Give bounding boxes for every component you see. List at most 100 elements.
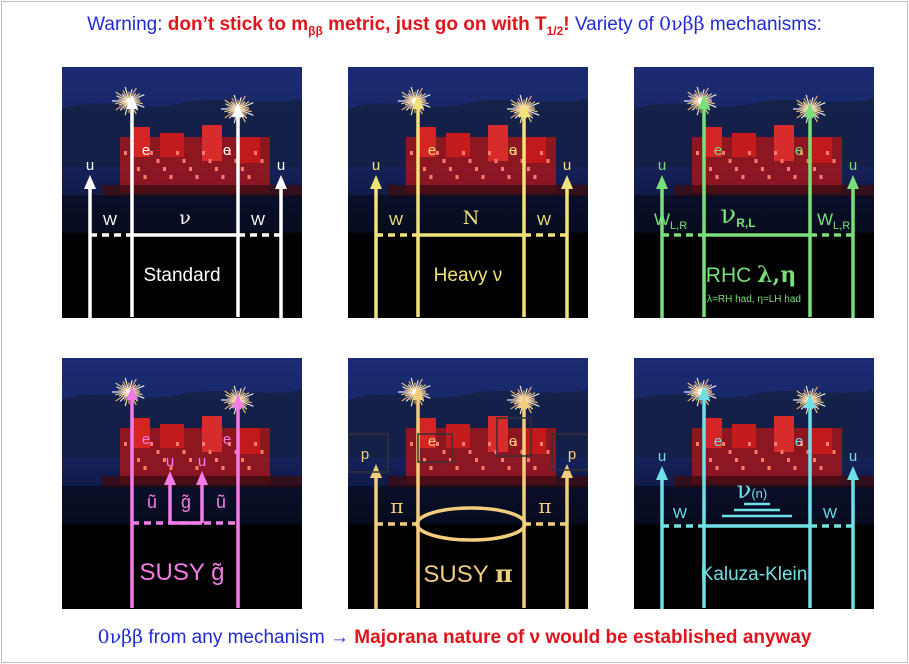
hadron-right-label: p — [568, 446, 576, 463]
pion-right-label: π — [538, 494, 551, 518]
hadron-left-line-head — [370, 464, 382, 478]
pion-left-label: π — [390, 494, 403, 518]
quark-right-label: u — [277, 157, 285, 174]
footer-text: from any mechanism → — [143, 627, 355, 648]
quark-left-label: u — [658, 448, 666, 465]
boson-right-label: W — [823, 505, 838, 522]
castle-illumination — [674, 416, 874, 488]
quark-right-line-head — [275, 175, 287, 189]
castle-illumination — [102, 125, 302, 197]
header-red-text: don’t stick to mββ metric, just go on wi… — [167, 14, 570, 38]
castle-illumination — [388, 125, 588, 197]
boson-left-label: W — [103, 212, 118, 229]
vertex-loop — [415, 506, 527, 542]
quark-right-line-head — [196, 471, 208, 485]
lepton-left-label: e — [428, 142, 436, 159]
lepton-left-label: e — [714, 142, 722, 159]
panel-subtitle: λ=RH had, η=LH had — [707, 294, 801, 305]
lepton-right-label: e — [223, 431, 231, 448]
castle-illumination — [674, 125, 874, 197]
squark-left-label: ũ — [147, 492, 157, 512]
quark-left-line-head — [84, 175, 96, 189]
hadron-right-line-head — [561, 464, 573, 478]
header-warning-prefix: Warning: — [87, 14, 163, 35]
quark-left-label: u — [86, 157, 94, 174]
lepton-right-label: e — [223, 142, 231, 159]
quark-right-line-head — [561, 175, 573, 189]
diagram-svg: e e u u W Wν Standard — [62, 67, 302, 318]
diagram-svg: e e u u W W N Heavy ν — [348, 67, 588, 318]
lepton-right-label: e — [795, 433, 803, 450]
lepton-left-line-head — [698, 386, 710, 400]
highlight-box-4 — [551, 433, 588, 471]
lepton-left-label: e — [142, 142, 150, 159]
dark-ground — [634, 523, 874, 609]
quark-right-label: u — [563, 157, 571, 174]
quark-left-label: u — [166, 453, 174, 470]
lepton-right-label: e — [509, 433, 517, 450]
lepton-right-line-head — [804, 394, 816, 408]
quark-right-label: u — [198, 453, 206, 470]
panel-title: SUSY π — [423, 559, 512, 588]
dark-ground — [348, 523, 588, 609]
quark-left-label: u — [372, 157, 380, 174]
lepton-right-line-head — [232, 103, 244, 117]
boson-right-label: W — [251, 212, 266, 229]
lepton-left-line-head — [126, 95, 138, 109]
footer-process: 0νββ — [97, 626, 144, 648]
squark-right-label: ũ — [216, 492, 226, 512]
propagator-label: ν — [179, 207, 191, 229]
header-process: 0νββ — [659, 13, 705, 35]
lepton-left-line-head — [126, 386, 138, 400]
feynman-diagram: e e u u W W N Heavy ν — [370, 95, 573, 318]
panel-susy-pion: p p e e π π SUSY π — [348, 358, 588, 609]
panel-title: SUSY g̃ — [140, 559, 225, 586]
quark-right-label: u — [849, 448, 857, 465]
panel-title: Standard — [143, 265, 220, 286]
quark-left-line-head — [164, 471, 176, 485]
gluino-label: g̃ — [181, 492, 191, 512]
lepton-right-line-head — [232, 394, 244, 408]
header-suffix: mechanisms: — [704, 14, 822, 35]
panel-heavy-neutrino: e e u u W W N Heavy ν — [348, 67, 588, 318]
lepton-right-line-head — [804, 103, 816, 117]
feynman-diagram: e e u u W Wν Standard — [84, 95, 287, 318]
lepton-left-label: e — [428, 433, 436, 450]
boson-right-label: W — [537, 212, 552, 229]
quark-left-line-head — [656, 466, 668, 480]
panel-rhc: e e u u WL,R WL,R νR,L RHC λ,η λ=RH had, η=LH ha… — [634, 67, 874, 318]
lepton-left-line-head — [412, 386, 424, 400]
header-variety: Variety of — [569, 14, 660, 35]
dark-ground — [634, 232, 874, 318]
panel-title: Kaluza-Klein — [701, 564, 808, 585]
lepton-left-label: e — [714, 433, 722, 450]
lepton-right-label: e — [509, 142, 517, 159]
feynman-diagram: p p e e π π SUSY π — [348, 386, 588, 609]
lepton-right-line-head — [518, 394, 530, 408]
propagator-label: N — [463, 207, 480, 229]
dark-ground — [62, 523, 302, 609]
highlight-box-2 — [417, 433, 453, 463]
diagram-svg: e eu uW Wν(n)Kaluza-Klein — [634, 358, 874, 609]
lepton-left-line-head — [412, 95, 424, 109]
lepton-right-line-head — [518, 103, 530, 117]
slide-header: Warning: don’t stick to mββ metric, just… — [0, 13, 909, 38]
highlight-box-3 — [496, 417, 532, 457]
panel-susy-gluino: e e u u ũ g̃ ũ SUSY g̃ — [62, 358, 302, 609]
quark-right-line-head — [847, 175, 859, 189]
quark-left-line-head — [656, 175, 668, 189]
lepton-right-label: e — [795, 142, 803, 159]
slide-footer: 0νββ from any mechanism → Majorana natur… — [0, 626, 909, 649]
panel-title: RHC λ,η — [706, 262, 796, 288]
quark-left-line-head — [370, 175, 382, 189]
boson-left-label: W — [389, 212, 404, 229]
lepton-left-line-head — [698, 95, 710, 109]
diagram-svg: p p e e π π SUSY π — [348, 358, 588, 609]
